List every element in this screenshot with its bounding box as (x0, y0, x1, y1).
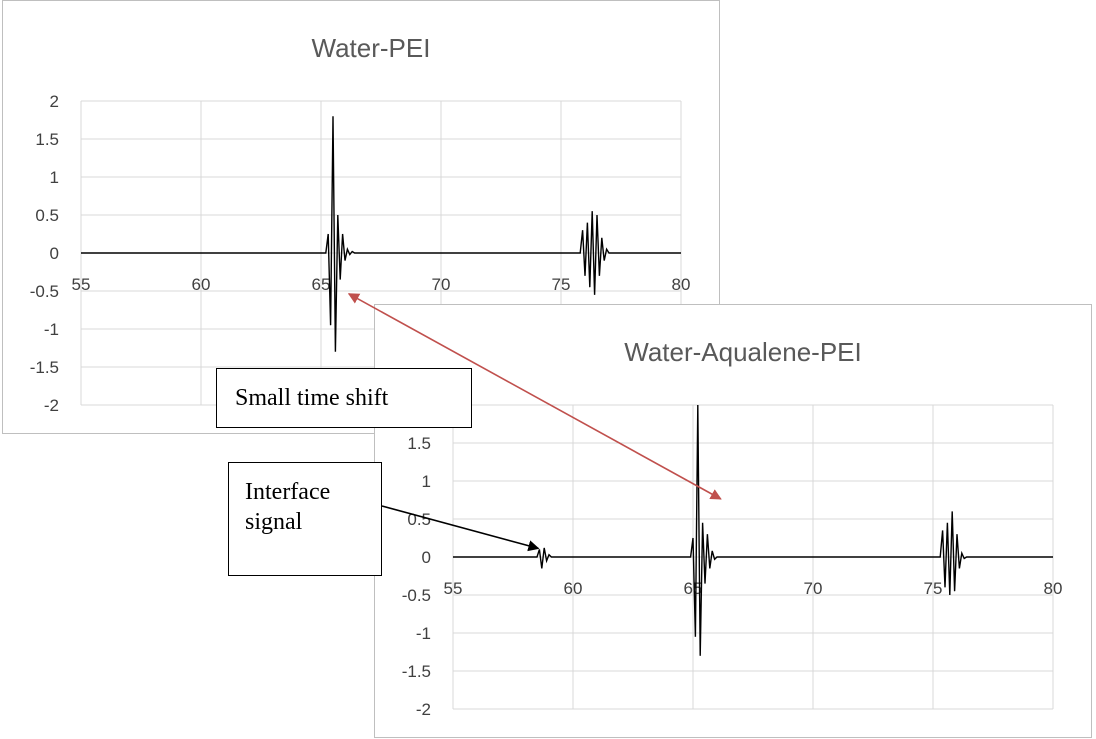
chart2-ytick-label: -0.5 (402, 586, 431, 605)
chart2-xtick-label: 75 (924, 579, 943, 598)
chart2-ytick-label: 0.5 (407, 510, 431, 529)
chart1-ytick-label: -0.5 (30, 282, 59, 301)
chart1-ytick-label: 1.5 (35, 130, 59, 149)
chart2-ytick-label: 1.5 (407, 434, 431, 453)
chart2-xtick-label: 55 (444, 579, 463, 598)
chart1-ytick-label: -1 (44, 320, 59, 339)
interface-label-line1: Interface (245, 479, 331, 505)
chart1-xtick-label: 75 (552, 275, 571, 294)
chart1-ytick-label: 0.5 (35, 206, 59, 225)
chart2-ytick-label: 0 (422, 548, 431, 567)
chart1-series-line-0 (81, 116, 681, 352)
interface-signal-callout: Interface signal (228, 462, 382, 576)
interface-label-line2: signal (245, 509, 303, 535)
time-shift-label: Small time shift (235, 385, 389, 411)
chart2-ytick-label: -2 (416, 700, 431, 719)
chart1-xtick-label: 70 (432, 275, 451, 294)
chart1-ytick-label: 2 (50, 92, 59, 111)
chart-water-aqualene-pei: Water-Aqualene-PEI21.510.50-0.5-1-1.5-25… (374, 304, 1092, 738)
chart2-xtick-label: 80 (1044, 579, 1063, 598)
chart2-xtick-label: 70 (804, 579, 823, 598)
chart1-title: Water-PEI (312, 33, 431, 63)
chart1-ytick-label: -2 (44, 396, 59, 415)
chart2-ytick-label: -1 (416, 624, 431, 643)
chart2-title: Water-Aqualene-PEI (624, 337, 861, 367)
chart2-xtick-label: 60 (564, 579, 583, 598)
chart1-xtick-label: 80 (672, 275, 691, 294)
chart2-ytick-label: 1 (422, 472, 431, 491)
chart2-xtick-label: 65 (684, 579, 703, 598)
chart2-ytick-label: -1.5 (402, 662, 431, 681)
chart1-xtick-label: 55 (72, 275, 91, 294)
chart-water-aqualene-pei-svg: Water-Aqualene-PEI21.510.50-0.5-1-1.5-25… (402, 337, 1063, 719)
chart1-xtick-label: 60 (192, 275, 211, 294)
chart1-xtick-label: 65 (312, 275, 331, 294)
chart1-ytick-label: 1 (50, 168, 59, 187)
chart2-series-line-0 (453, 404, 1053, 656)
time-shift-callout: Small time shift (216, 368, 472, 428)
chart1-ytick-label: -1.5 (30, 358, 59, 377)
chart1-ytick-label: 0 (50, 244, 59, 263)
